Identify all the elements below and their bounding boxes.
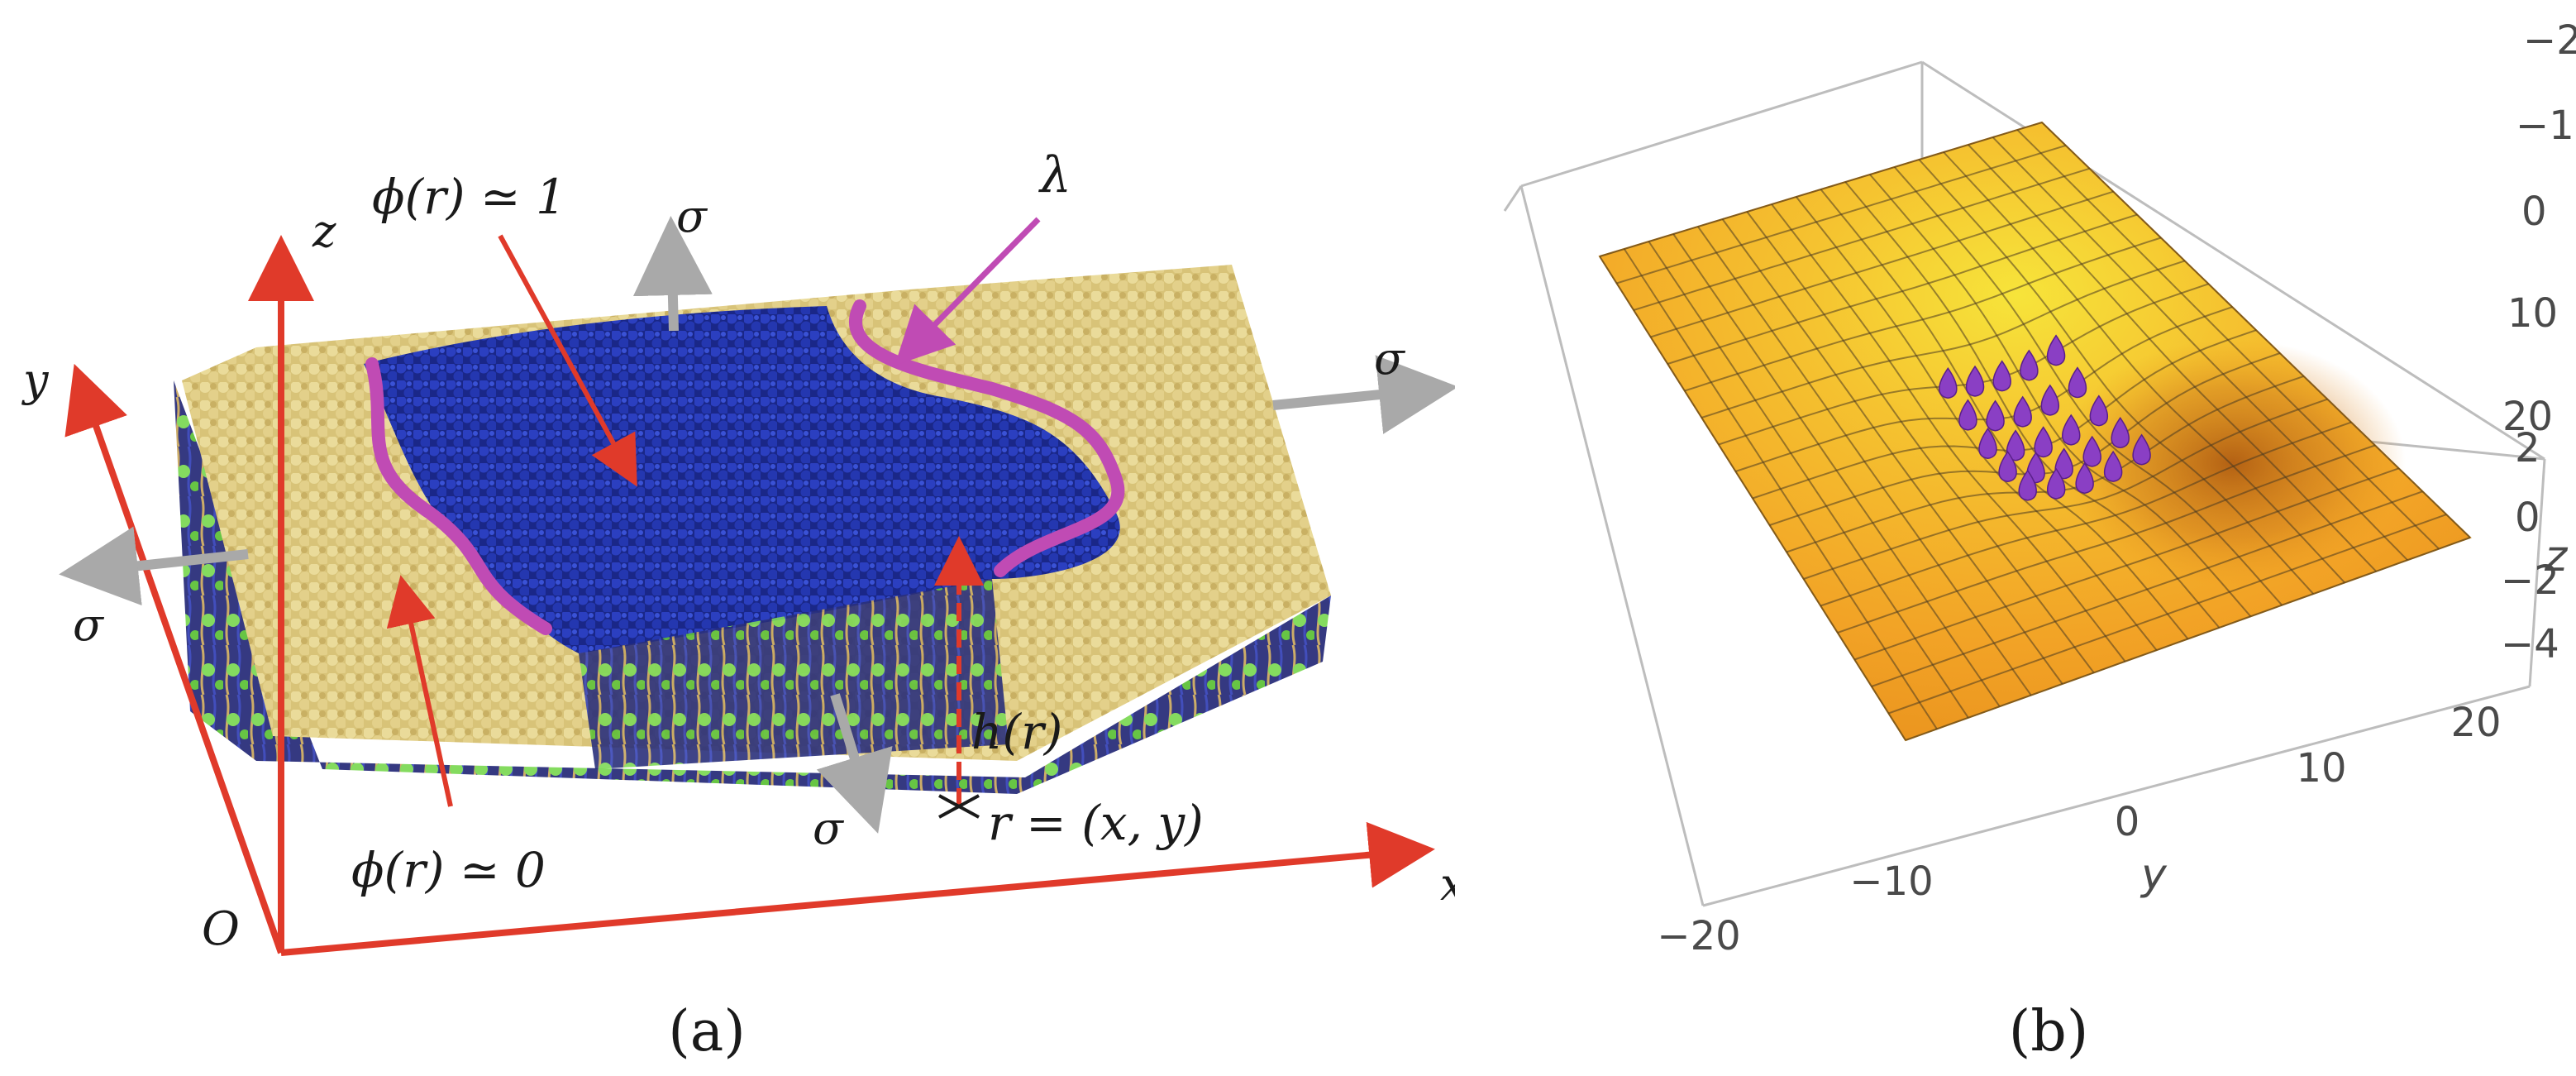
panel-a-svg: z y x O σ σ σ σ ϕ(r) ≃ 1 ϕ(r) ≃ 0 λ h(r)… [21,146,1455,1064]
z-tick-2: 0 [2515,495,2540,541]
interface-line-left [365,357,552,635]
label-height: h(r) [971,704,1062,760]
inclusion-16 [1998,450,2017,483]
x-tick-1: −20 [2523,17,2576,64]
inclusion-2 [1965,365,1985,397]
inclusion-5 [2046,334,2066,366]
sigma-label-left: σ [73,599,105,651]
inclusion-7 [1986,399,2005,432]
axis-label-y: y [21,354,50,406]
axis-label-x: x [1440,858,1455,911]
inclusion-23 [2075,461,2094,495]
x-tick-2: −10 [2516,103,2576,149]
inclusion-18 [2054,447,2073,480]
position-cross [938,794,980,819]
inclusion-17 [2026,452,2045,484]
mesh-line-u [1992,136,2408,561]
caption-b: (b) [2009,999,2089,1064]
inclusion-22 [2046,467,2066,500]
inclusion-8 [2013,395,2032,428]
pointer-lambda [894,217,1041,366]
x-tick-4: 10 [2507,290,2558,337]
inclusion-4 [2020,349,2039,381]
axis-label-z: z [312,205,336,257]
origin-label: O [202,902,240,956]
inclusions [1939,334,2151,501]
inclusion-19 [2082,435,2101,467]
inclusion-25 [2132,433,2151,466]
y-tick-5: 20 [2450,700,2501,746]
panel-b-surface-plot: −20 −10 0 10 20 x 2 0 −2 −4 z −20 −10 0 … [1455,0,2576,1076]
x-tick-5: 20 [2502,394,2553,440]
mesh-line-v [1853,467,2400,661]
inclusion-13 [2034,426,2053,458]
panel-a-membrane-simulation: z y x O σ σ σ σ ϕ(r) ≃ 1 ϕ(r) ≃ 0 λ h(r)… [21,146,1455,1064]
y-axis-label: y [2140,850,2168,900]
sigma-label-right: σ [1374,332,1406,385]
sigma-label-top: σ [676,190,708,242]
inclusion-10 [2068,366,2087,399]
y-tick-2: −10 [1849,858,1933,905]
pointer-phi-zero [386,575,453,807]
inclusion-24 [2103,450,2123,482]
membrane-side [174,380,1331,794]
y-tick-1: −20 [1657,913,1740,959]
surface-mesh [1599,122,2471,741]
mesh-line-v [1871,490,2423,687]
z-tick-1: 2 [2515,425,2540,471]
y-tick-4: 10 [2296,745,2346,791]
z-tick-4: −4 [2501,621,2559,667]
mesh-line-v [1905,537,2471,741]
panel-b-svg: −20 −10 0 10 20 x 2 0 −2 −4 z −20 −10 0 … [1503,17,2576,1064]
interface-line-right [849,299,1125,577]
caption-a: (a) [668,999,746,1064]
label-phi-one: ϕ(r) ≃ 1 [372,169,566,225]
inclusion-9 [2040,384,2060,416]
inclusion-12 [2006,429,2025,461]
inclusion-21 [2018,469,2037,501]
label-position: r = (x, y) [988,795,1204,851]
membrane-top-ordered-domain [364,306,1120,653]
label-phi-zero: ϕ(r) ≃ 0 [351,842,546,898]
inclusion-1 [1939,366,1958,399]
pointer-phi-one [498,234,637,487]
mesh-line-v [1888,514,2447,715]
z-tick-3: −2 [2501,557,2559,604]
label-lambda: λ [1038,146,1071,204]
x-tick-3: 0 [2521,189,2547,235]
inclusion-11 [1978,427,1997,460]
coordinate-axes [64,235,1435,956]
inclusion-14 [2062,414,2081,446]
inclusion-3 [1992,360,2011,392]
z-axis-label: z [2544,532,2569,581]
surface-dip [2058,339,2406,587]
inclusion-20 [2111,417,2130,449]
mesh-line-u [2016,129,2440,550]
inclusion-15 [2089,395,2109,427]
inclusion-6 [1958,399,1977,431]
tension-arrows [59,216,1455,834]
membrane-side-ordered [579,579,1009,769]
sigma-label-bottom: σ [813,802,845,854]
mesh-line-u [2041,122,2471,538]
y-tick-3: 0 [2115,799,2140,845]
